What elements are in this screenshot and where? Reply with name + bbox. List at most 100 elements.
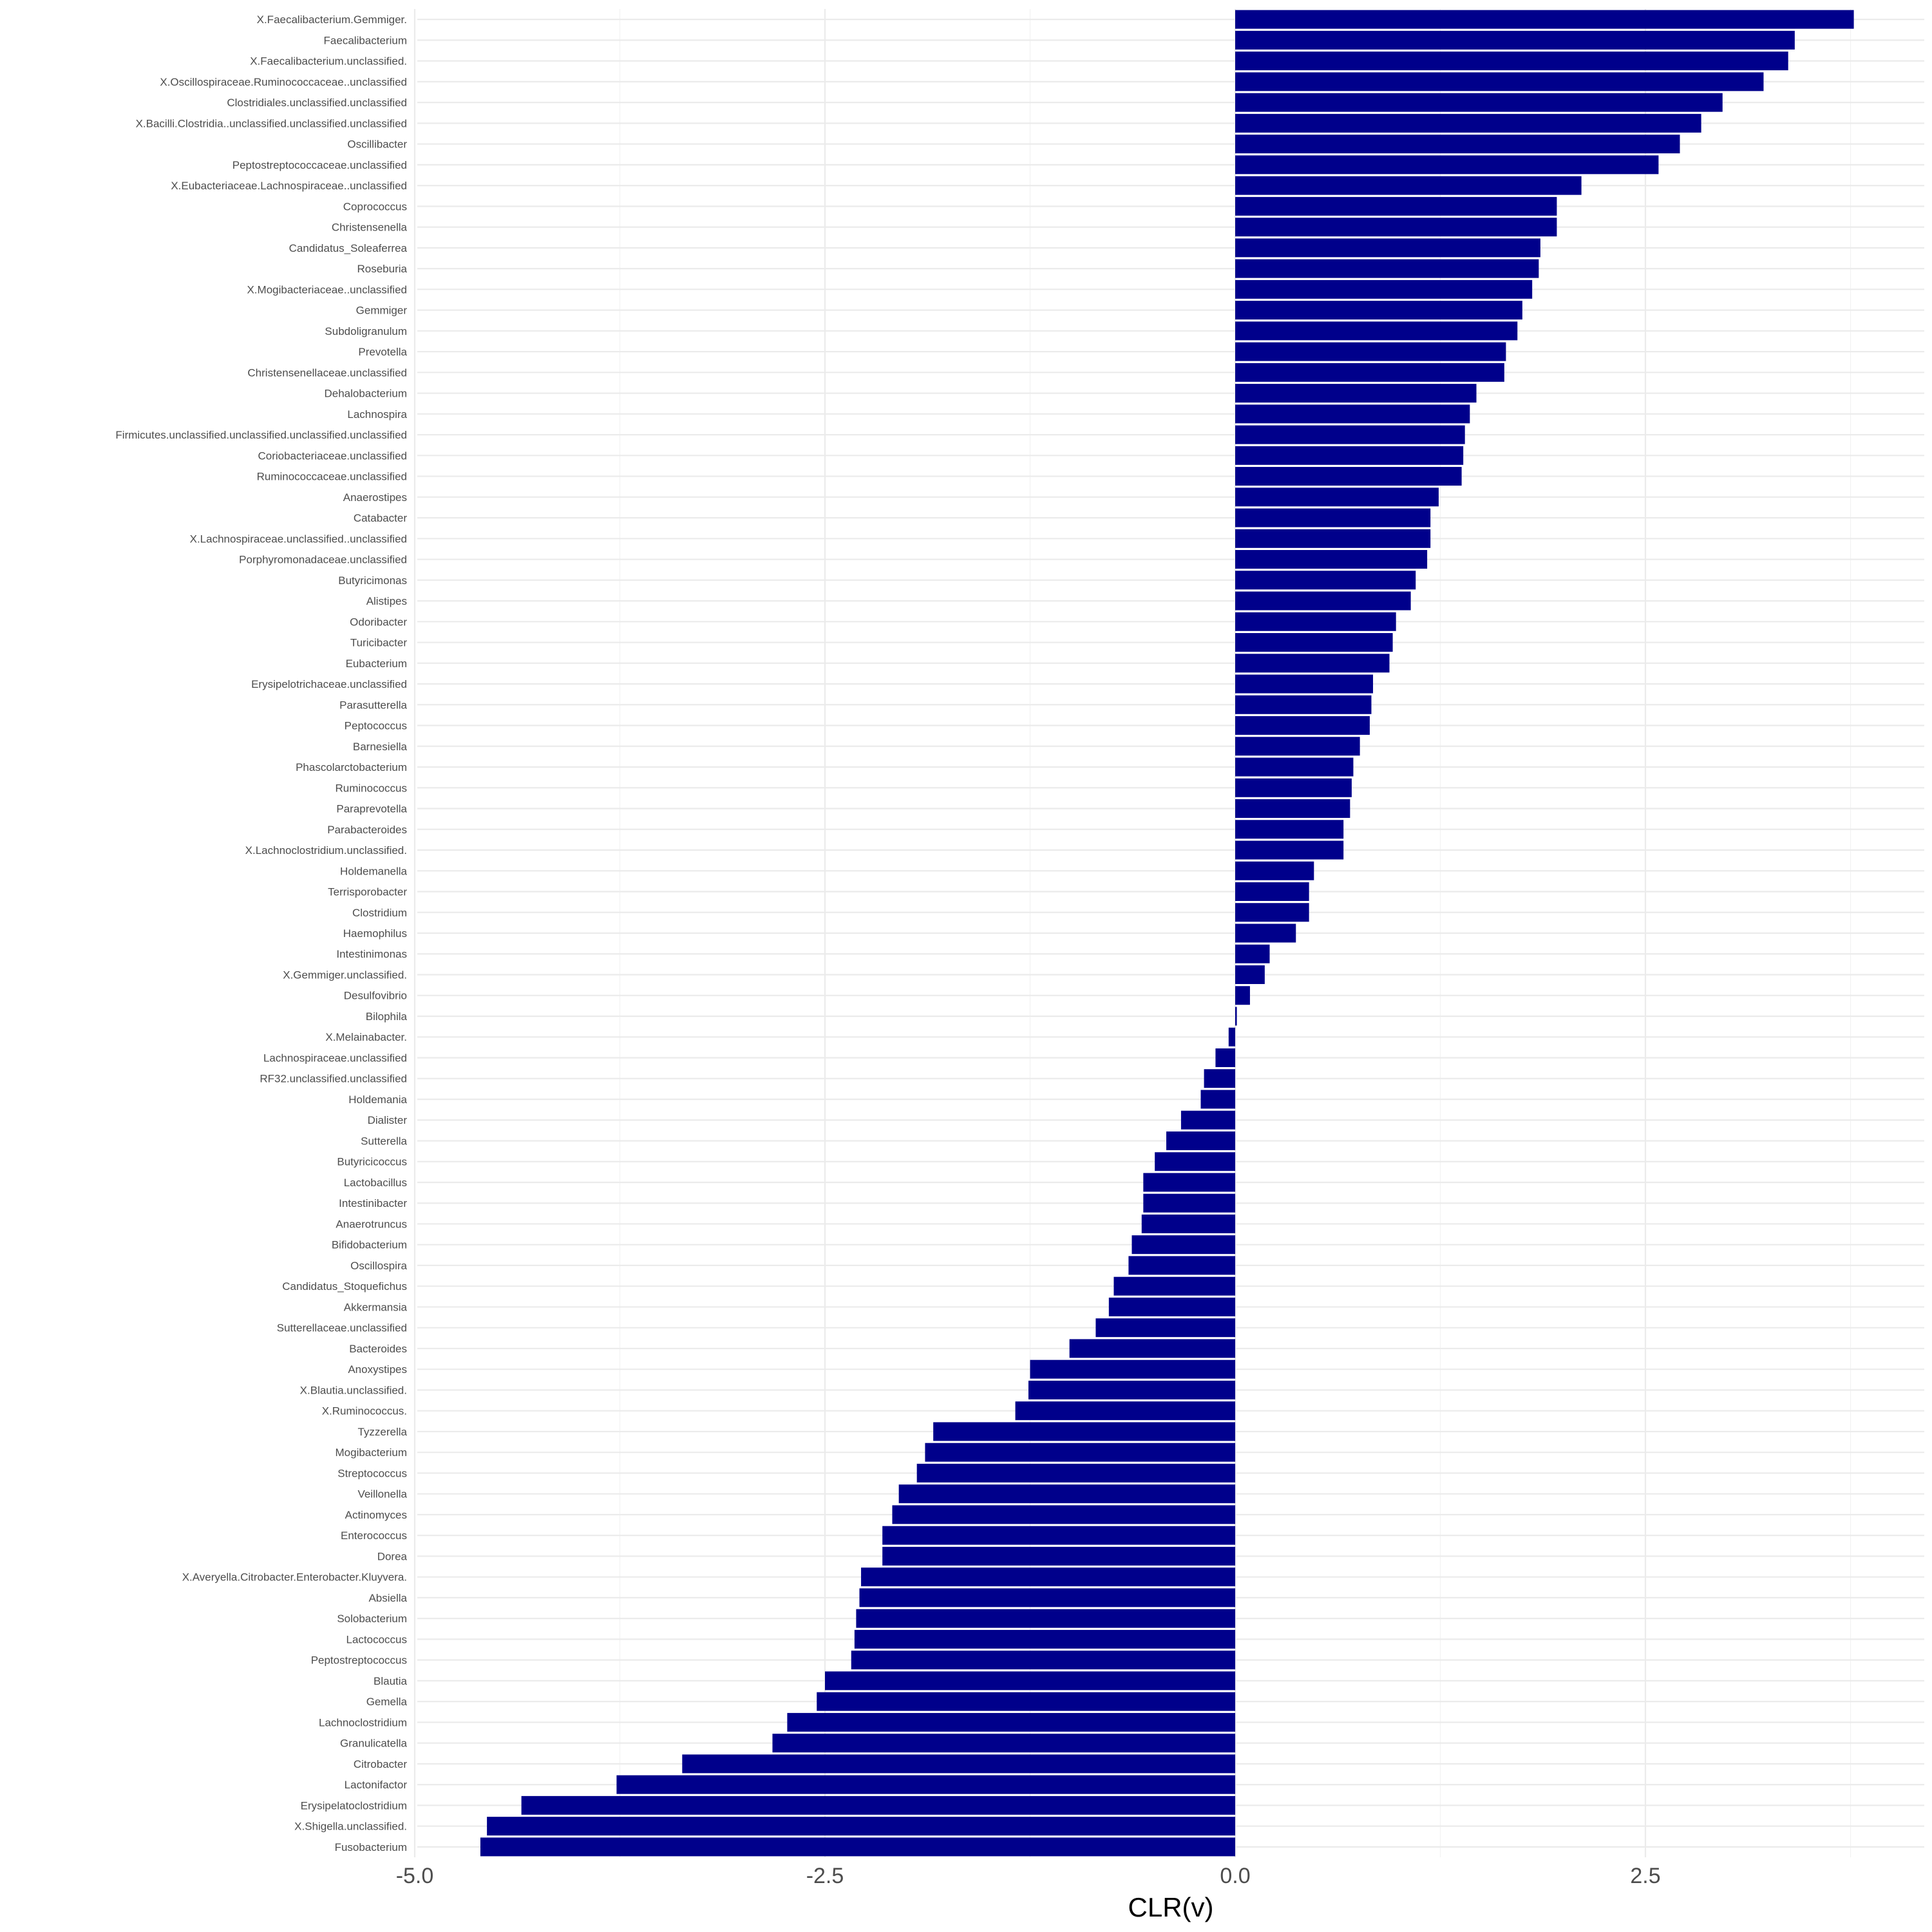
bar — [1235, 903, 1309, 922]
category-label: Barnesiella — [353, 741, 408, 753]
category-label: Clostridiales.unclassified.unclassified — [227, 97, 407, 109]
bar — [1015, 1401, 1235, 1421]
category-label: Ruminococcaceae.unclassified — [257, 471, 407, 483]
category-label: Candidatus_Soleaferrea — [289, 242, 408, 254]
category-label: Anaerostipes — [343, 491, 407, 504]
bar — [1235, 196, 1557, 216]
category-label: Sutterellaceae.unclassified — [277, 1322, 407, 1334]
bar — [1235, 113, 1701, 133]
category-label: Candidatus_Stoquefichus — [282, 1280, 407, 1293]
bar — [1235, 944, 1270, 963]
bar — [1155, 1152, 1235, 1171]
bar — [616, 1775, 1235, 1794]
category-label: X.Lachnoclostridium.unclassified. — [245, 844, 407, 857]
bar — [1141, 1214, 1235, 1233]
category-label: Catabacter — [354, 512, 407, 524]
bar — [1235, 1007, 1237, 1026]
bar — [1108, 1297, 1235, 1316]
category-label: Desulfovibrio — [344, 990, 407, 1002]
bar — [1235, 279, 1533, 299]
bar — [1143, 1173, 1235, 1192]
category-label: Alistipes — [366, 595, 407, 607]
bar — [1235, 488, 1439, 507]
bar — [521, 1795, 1235, 1815]
category-label: Intestinimonas — [336, 948, 407, 960]
category-label: X.Melainabacter. — [325, 1031, 407, 1043]
bar — [682, 1754, 1235, 1774]
bar — [1235, 923, 1296, 943]
category-label: Akkermansia — [344, 1301, 408, 1313]
category-label: Parabacteroides — [327, 824, 407, 836]
category-label: Faecalibacterium — [324, 34, 407, 46]
x-tick-label: -2.5 — [806, 1864, 844, 1888]
category-label: X.Bacilli.Clostridia..unclassified.uncla… — [136, 117, 407, 129]
category-label: Fusobacterium — [335, 1841, 407, 1853]
bar — [1235, 342, 1506, 361]
bar — [1235, 674, 1374, 694]
x-tick-label: 2.5 — [1630, 1864, 1660, 1888]
category-label: Paraprevotella — [336, 803, 407, 815]
category-label: Firmicutes.unclassified.unclassified.unc… — [115, 429, 407, 441]
category-label: Bilophila — [366, 1010, 408, 1023]
bar — [1235, 965, 1265, 985]
category-label: Haemophilus — [343, 927, 407, 940]
bar — [1235, 654, 1390, 673]
category-label: Dehalobacterium — [324, 388, 407, 400]
bar — [916, 1463, 1235, 1482]
bar — [1166, 1131, 1235, 1150]
bar — [1235, 72, 1764, 91]
bar — [1235, 882, 1309, 902]
category-label: Lactococcus — [346, 1633, 408, 1645]
bar — [1215, 1048, 1235, 1067]
bar — [1235, 446, 1464, 465]
bar — [859, 1588, 1235, 1607]
bar — [854, 1629, 1235, 1649]
bar — [1235, 52, 1788, 71]
category-label: Lachnoclostridium — [319, 1716, 407, 1728]
bar — [1235, 591, 1411, 611]
bar — [1180, 1110, 1235, 1130]
category-label: X.Oscillospiraceae.Ruminococcaceae..uncl… — [160, 76, 407, 88]
bar — [1235, 571, 1416, 590]
bar — [925, 1443, 1235, 1462]
bar — [1235, 301, 1522, 320]
category-label: Lactobacillus — [344, 1177, 407, 1189]
category-label: Oscillospira — [350, 1260, 407, 1272]
category-label: RF32.unclassified.unclassified — [260, 1073, 407, 1085]
category-label: X.Eubacteriaceae.Lachnospiraceae..unclas… — [171, 180, 407, 192]
category-label: Enterococcus — [341, 1530, 407, 1542]
x-tick-label: 0.0 — [1220, 1864, 1250, 1888]
bar — [856, 1609, 1235, 1628]
category-label: X.Ruminococcus. — [322, 1405, 407, 1417]
category-label: Tyzzerella — [357, 1426, 407, 1438]
category-label: Mogibacterium — [336, 1446, 408, 1459]
x-tick-labels: -5.0 -2.5 0.0 2.5 — [396, 1864, 1661, 1888]
category-label: Absiella — [368, 1592, 407, 1604]
bar — [480, 1837, 1236, 1857]
bar — [1200, 1090, 1235, 1109]
category-label: Erysipelatoclostridium — [301, 1799, 407, 1812]
category-label: Veillonella — [357, 1488, 407, 1501]
category-labels: X.Faecalibacterium.Gemmiger. Faecalibacte… — [115, 14, 407, 1853]
category-label: Christensenellaceae.unclassified — [247, 366, 407, 379]
bar — [861, 1567, 1235, 1587]
bar — [1204, 1069, 1235, 1088]
bar — [1235, 404, 1470, 424]
category-label: Coprococcus — [343, 200, 407, 213]
bar — [1143, 1193, 1235, 1213]
category-label: Coriobacteriaceae.unclassified — [258, 450, 407, 462]
category-label: Anoxystipes — [348, 1363, 407, 1376]
category-label: Eubacterium — [346, 658, 407, 670]
category-label: Citrobacter — [354, 1758, 407, 1770]
x-tick-label: -5.0 — [396, 1864, 434, 1888]
bar — [1235, 218, 1557, 237]
category-label: Dialister — [368, 1114, 408, 1126]
category-label: Actinomyces — [345, 1509, 407, 1521]
bar — [1235, 425, 1465, 444]
bar — [1235, 176, 1582, 195]
category-label: Christensenella — [332, 222, 408, 234]
category-label: X.Faecalibacterium.unclassified. — [250, 55, 407, 68]
bar — [882, 1546, 1235, 1566]
category-label: Holdemanella — [340, 865, 407, 877]
